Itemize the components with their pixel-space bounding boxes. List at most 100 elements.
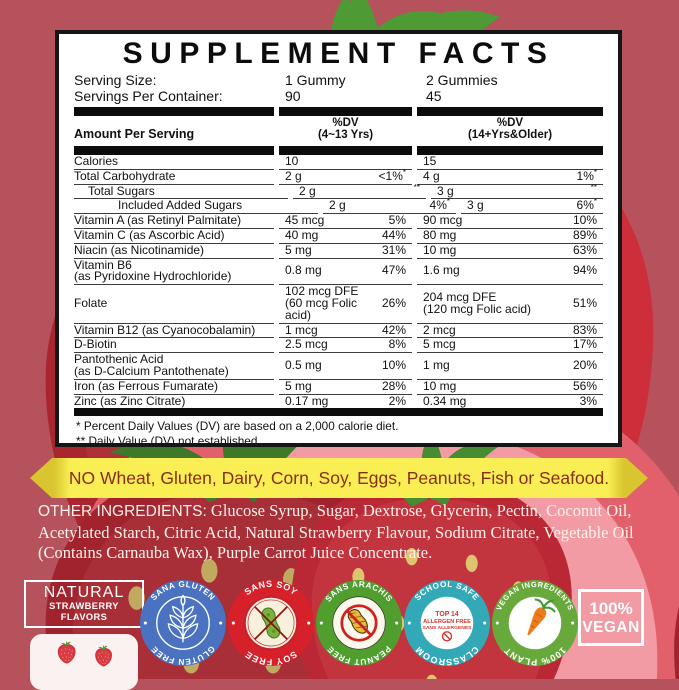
amount-col2: 204 mcg DFE (120 mcg Folic acid) bbox=[423, 290, 532, 316]
dv-col1: <1%* bbox=[378, 167, 406, 183]
amount-col1: 5 mg bbox=[285, 378, 312, 393]
column-1-gummy: 2 g ** bbox=[293, 182, 426, 200]
column-1-gummy: 10 bbox=[279, 155, 412, 170]
column-2-gummies: 10 mg 56% bbox=[417, 380, 603, 395]
table-header: Amount Per Serving %DV (4~13 Yrs) %DV (1… bbox=[74, 116, 603, 143]
wheat-icon: SANA GLUTEN GLUTEN FREE bbox=[140, 580, 226, 666]
amount-col1: 0.17 mg bbox=[285, 393, 329, 408]
column-2-gummies: 3 g 6%* bbox=[461, 197, 603, 215]
column-1-gummy: 5 mg 28% bbox=[279, 380, 412, 395]
amount-col2: 2 mcg bbox=[423, 322, 456, 337]
dv-col1: 44% bbox=[381, 227, 406, 242]
column-2-gummies: 80 mg 89% bbox=[417, 229, 603, 244]
amount-col2: 0.34 mg bbox=[423, 393, 467, 408]
carrot-icon: VEGAN INGREDIENTS 100% PLANT bbox=[492, 580, 578, 666]
servings-per-container-label: Servings Per Container: bbox=[74, 88, 223, 104]
dv-col2: 56% bbox=[572, 378, 597, 393]
amount-col2: 15 bbox=[423, 154, 437, 168]
column-2-gummies: 10 mg 63% bbox=[417, 244, 603, 259]
dv-col1: 31% bbox=[381, 242, 406, 257]
svg-text:SANS ALLERGENES: SANS ALLERGENES bbox=[423, 625, 473, 631]
column-1-gummy: 0.8 mg 47% bbox=[279, 259, 412, 286]
dv-col1: ** bbox=[413, 182, 420, 192]
table-row: Folate 102 mcg DFE (60 mcg Folic acid) 26… bbox=[74, 284, 603, 324]
amount-col1: 2 g bbox=[329, 198, 346, 213]
nutrient-name: Included Added Sugars bbox=[74, 199, 318, 215]
amount-col1: 0.5 mg bbox=[285, 358, 322, 373]
strawberry-flavors-label: STRAWBERRY FLAVORS bbox=[49, 601, 119, 622]
dv-col1: 28% bbox=[381, 378, 406, 393]
dv-col2: 17% bbox=[572, 337, 597, 352]
column-2-gummies: 1.6 mg 94% bbox=[417, 259, 603, 286]
amount-col2: 80 mg bbox=[423, 227, 457, 242]
amount-col1: 45 mcg bbox=[285, 213, 325, 228]
table-row: Total Carbohydrate 2 g <1%* 4 g 1%* bbox=[74, 167, 603, 185]
servings-col1: 90 bbox=[285, 88, 301, 104]
column-1-gummy: 5 mg 31% bbox=[279, 244, 412, 259]
dv-col2: 83% bbox=[572, 322, 597, 337]
dv-col1: 5% bbox=[388, 213, 406, 228]
dv-col1: 2% bbox=[388, 393, 406, 408]
dv-col2: 6%* bbox=[576, 197, 597, 213]
column-2-gummies: 1 mg 20% bbox=[417, 353, 603, 380]
strawberries-icon bbox=[57, 641, 112, 667]
nutrient-name: Pantothenic Acid (as D-Calcium Pantothena… bbox=[74, 353, 274, 380]
vegan-100-box: 100% VEGAN bbox=[578, 589, 644, 646]
dv-col2: 94% bbox=[572, 263, 597, 278]
amount-col2: 1.6 mg bbox=[423, 263, 460, 278]
amount-col2: 10 mg bbox=[423, 378, 457, 393]
dv-col1: 8% bbox=[388, 337, 406, 352]
amount-col1: 2 g bbox=[285, 168, 302, 183]
divider-bar bbox=[74, 408, 603, 417]
column-1-gummy: 2 g 4%* bbox=[323, 198, 456, 215]
column-1-gummy: 0.17 mg 2% bbox=[279, 395, 412, 409]
amount-col1: 5 mg bbox=[285, 242, 312, 257]
table-row: Included Added Sugars 2 g 4%* 3 g 6%* bbox=[74, 197, 603, 215]
nutrient-name: Iron (as Ferrous Fumarate) bbox=[74, 380, 274, 395]
column-2-gummies: 204 mcg DFE (120 mcg Folic acid) 51% bbox=[417, 285, 603, 324]
column-1-gummy: 40 mg 44% bbox=[279, 229, 412, 244]
nutrient-name: Folate bbox=[74, 285, 274, 324]
allergen-free-text: NO Wheat, Gluten, Dairy, Corn, Soy, Eggs… bbox=[68, 467, 610, 488]
supplement-facts-panel: SUPPLEMENT FACTS Serving Size: 1 Gummy 2… bbox=[55, 30, 622, 447]
dv-col2: 51% bbox=[572, 295, 597, 310]
svg-text:TOP 14: TOP 14 bbox=[435, 611, 459, 618]
column-2-gummies: 4 g 1%* bbox=[417, 167, 603, 185]
amount-col2: 3 g bbox=[437, 183, 454, 198]
table-row: Iron (as Ferrous Fumarate) 5 mg 28% 10 m… bbox=[74, 380, 603, 395]
servings-col2: 45 bbox=[426, 88, 442, 104]
table-row: Vitamin B12 (as Cyanocobalamin) 1 mcg 42… bbox=[74, 324, 603, 339]
column-1-gummy: 2 g <1%* bbox=[279, 167, 412, 185]
amount-per-serving-header: Amount Per Serving bbox=[74, 127, 195, 141]
footnotes: * Percent Daily Values (DV) are based on… bbox=[74, 416, 603, 443]
table-row: Vitamin A (as Retinyl Palmitate) 45 mcg … bbox=[74, 214, 603, 229]
peanut-free-badge: SANS ARACHIS PEANUT FREE bbox=[316, 580, 402, 666]
serving-size-col1: 1 Gummy bbox=[285, 72, 346, 88]
dv-col2: 20% bbox=[572, 358, 597, 373]
nutrient-table: Calories 10 15 Total Carbohydrate 2 g <1… bbox=[74, 155, 603, 408]
amount-col1: 40 mg bbox=[285, 227, 319, 242]
dv-col2: 1%* bbox=[576, 167, 597, 183]
nutrient-name: Vitamin C (as Ascorbic Acid) bbox=[74, 229, 274, 244]
column-1-gummy: 102 mcg DFE (60 mcg Folic acid) 26% bbox=[279, 284, 412, 324]
column-1-gummy: 1 mcg 42% bbox=[279, 324, 412, 339]
column-2-gummies: 0.34 mg 3% bbox=[417, 395, 603, 409]
school-safe-badge: SCHOOL SAFE CLASSROOM TOP 14 ALLERGEN FR… bbox=[404, 580, 490, 666]
nutrient-name: Zinc (as Zinc Citrate) bbox=[74, 393, 186, 408]
natural-flavors-frame: NATURAL STRAWBERRY FLAVORS bbox=[24, 580, 144, 628]
amount-col1: 102 mcg DFE (60 mcg Folic acid) bbox=[285, 284, 359, 322]
table-row: Calories 10 15 bbox=[74, 155, 603, 170]
table-row: Niacin (as Nicotinamide) 5 mg 31% 10 mg … bbox=[74, 244, 603, 259]
vegan-label: VEGAN bbox=[582, 618, 640, 636]
amount-col2: 1 mg bbox=[423, 358, 450, 373]
dv-col1: 10% bbox=[381, 358, 406, 373]
amount-col1: 10 bbox=[285, 154, 299, 168]
table-row: Pantothenic Acid (as D-Calcium Pantothena… bbox=[74, 353, 603, 380]
table-row: Vitamin B6 (as Pyridoxine Hydrochloride) … bbox=[74, 259, 603, 286]
nutrient-name: Niacin (as Nicotinamide) bbox=[74, 244, 274, 259]
column-1-gummy: 2.5 mcg 8% bbox=[279, 337, 412, 354]
nutrient-name: Total Sugars bbox=[74, 185, 288, 200]
dv-col1: 42% bbox=[381, 322, 406, 337]
svg-text:ALLERGEN FREE: ALLERGEN FREE bbox=[423, 619, 471, 625]
dv-col1: 26% bbox=[381, 295, 406, 310]
